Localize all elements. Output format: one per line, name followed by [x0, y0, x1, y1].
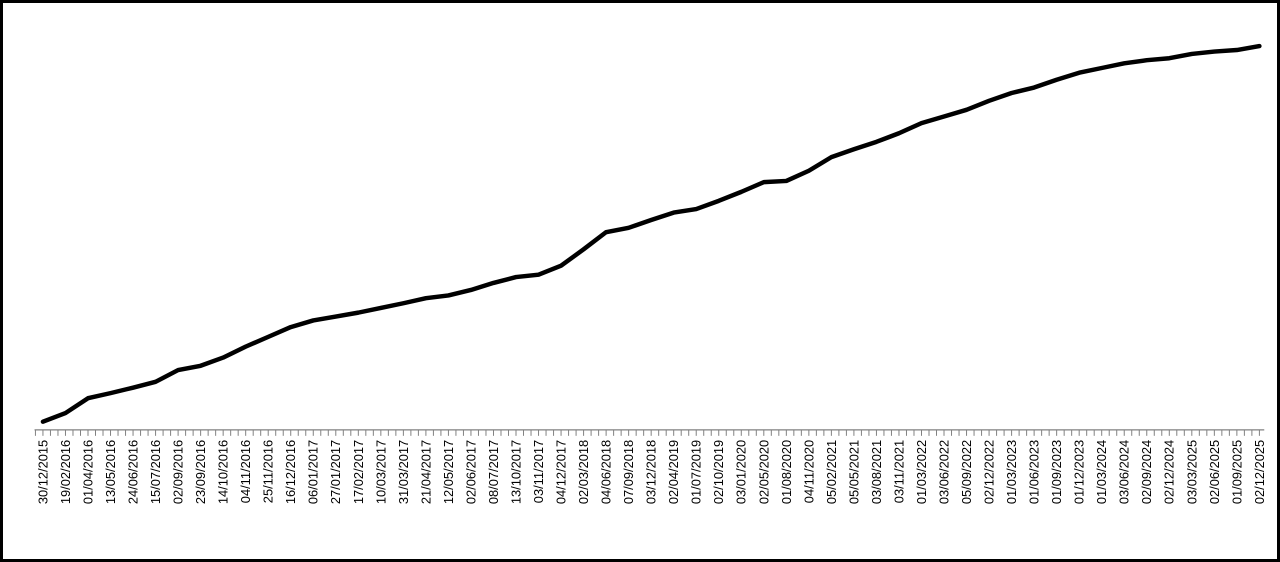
- x-axis-label: 02/12/2022: [982, 440, 997, 504]
- x-axis-label: 02/12/2024: [1162, 440, 1177, 504]
- x-axis-label: 14/10/2016: [216, 440, 231, 504]
- x-axis-label: 01/09/2023: [1049, 440, 1064, 504]
- x-axis-label: 03/08/2021: [869, 440, 884, 504]
- x-axis-label: 03/11/2021: [891, 440, 906, 503]
- x-axis-label: 02/06/2025: [1207, 440, 1222, 504]
- x-axis-label: 01/09/2025: [1229, 440, 1244, 504]
- x-axis-label: 02/04/2019: [666, 440, 681, 504]
- x-axis-label: 02/12/2025: [1252, 440, 1267, 504]
- x-axis-label: 04/12/2017: [554, 440, 569, 504]
- x-axis-label: 31/03/2017: [396, 440, 411, 504]
- x-axis-label: 25/11/2016: [261, 440, 276, 503]
- x-axis-label: 04/11/2016: [238, 440, 253, 503]
- x-axis-label: 05/09/2022: [959, 440, 974, 504]
- x-axis-label: 03/11/2017: [531, 440, 546, 503]
- x-axis-label: 13/05/2016: [103, 440, 118, 504]
- x-axis-label: 24/06/2016: [126, 440, 141, 504]
- x-axis-label: 17/02/2017: [351, 440, 366, 504]
- x-axis-label: 13/10/2017: [508, 440, 523, 504]
- x-axis-label: 03/01/2020: [734, 440, 749, 504]
- line-chart: 30/12/2015 19/02/2016 01/04/2016 13/05/2016…: [34, 43, 1267, 504]
- x-axis-label: 03/03/2025: [1184, 440, 1199, 504]
- x-axis-label: 16/12/2016: [283, 440, 298, 504]
- x-axis-label: 06/01/2017: [306, 440, 321, 504]
- x-axis-label: 15/07/2016: [148, 440, 163, 504]
- x-axis-label: 05/02/2021: [824, 440, 839, 504]
- x-axis-label: 12/05/2017: [441, 440, 456, 504]
- x-axis-label: 01/12/2023: [1072, 440, 1087, 504]
- x-axis-label: 10/03/2017: [373, 440, 388, 504]
- x-axis-label: 04/11/2020: [801, 440, 816, 503]
- x-axis-label: 02/05/2020: [756, 440, 771, 504]
- x-axis-label: 01/04/2016: [80, 440, 95, 504]
- x-axis-label: 21/04/2017: [418, 440, 433, 504]
- x-axis-label: 01/03/2023: [1004, 440, 1019, 504]
- x-axis-label: 02/09/2016: [171, 440, 186, 504]
- x-axis-label: 19/02/2016: [58, 440, 73, 504]
- x-axis-label: 02/03/2018: [576, 440, 591, 504]
- x-axis-label: 08/07/2017: [486, 440, 501, 504]
- x-axis-label: 04/06/2018: [599, 440, 614, 504]
- x-axis-label: 02/09/2024: [1139, 440, 1154, 504]
- x-axis-label: 03/06/2022: [936, 440, 951, 504]
- x-axis-label: 23/09/2016: [193, 440, 208, 504]
- x-axis-label: 01/08/2020: [779, 440, 794, 504]
- x-axis-label: 02/06/2017: [463, 440, 478, 504]
- x-axis-label: 27/01/2017: [328, 440, 343, 504]
- x-axis-label: 02/10/2019: [711, 440, 726, 504]
- x-axis-label: 01/03/2022: [914, 440, 929, 504]
- x-axis-label: 30/12/2015: [35, 440, 50, 504]
- data-series-line: [40, 43, 1262, 424]
- x-axis-label: 01/03/2024: [1094, 440, 1109, 504]
- x-axis-label: 01/06/2023: [1027, 440, 1042, 504]
- x-axis-label: 03/06/2024: [1117, 440, 1132, 504]
- x-axis-label: 07/09/2018: [621, 440, 636, 504]
- x-axis-label: 03/12/2018: [644, 440, 659, 504]
- x-axis-label: 05/05/2021: [846, 440, 861, 504]
- x-axis-label: 01/07/2019: [689, 440, 704, 504]
